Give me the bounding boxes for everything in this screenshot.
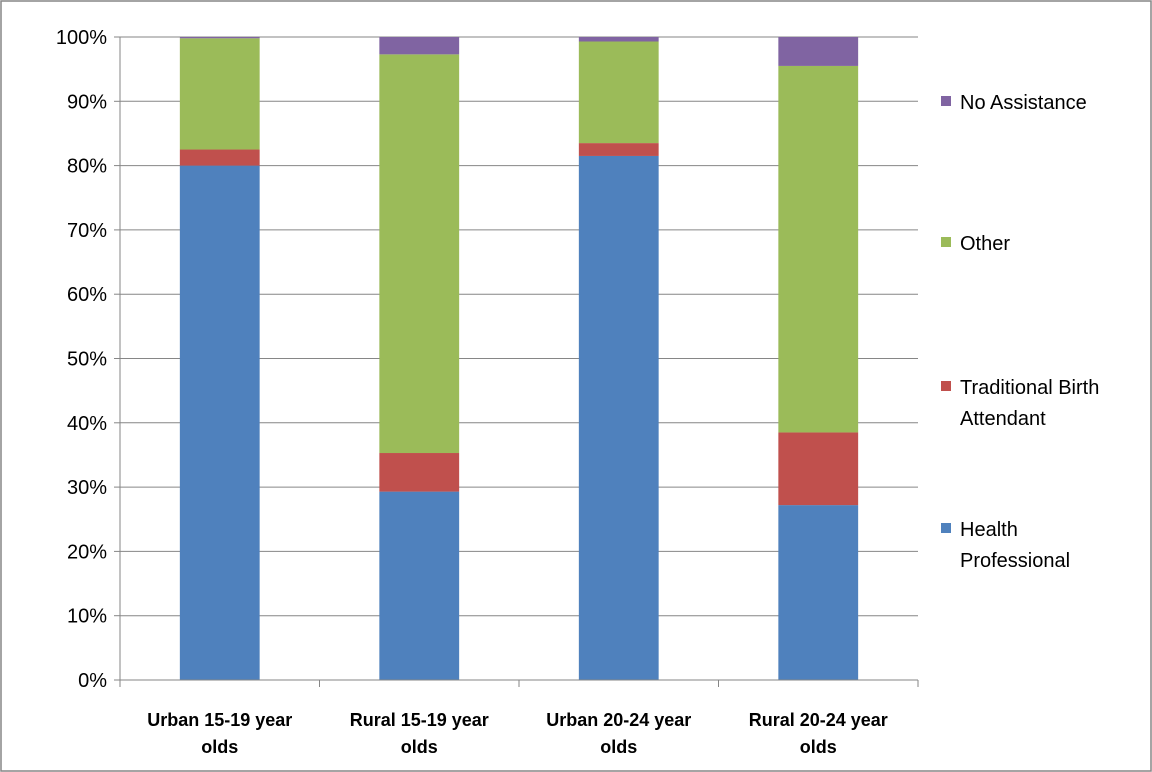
y-tick-label: 60% [67,284,107,306]
x-category-label: olds [800,737,837,757]
bar-segment [778,505,859,680]
y-tick-label: 70% [67,220,107,242]
axes [114,36,919,687]
legend-label: Attendant [960,408,1046,430]
legend-label: Health [960,519,1018,541]
bars [179,37,859,681]
y-tick-label: 90% [67,91,107,113]
bar-segment [578,155,659,680]
legend-swatch [941,523,951,533]
x-category-label: olds [201,737,238,757]
bar-segment [179,165,260,681]
legend-swatch [941,381,951,391]
x-category-label: Urban 20-24 year [546,710,691,730]
bar-segment [778,65,859,433]
legend-label: Traditional Birth [960,377,1099,399]
bar-segment [379,491,460,680]
x-category-label: Rural 20-24 year [749,710,888,730]
x-category-label: olds [401,737,438,757]
legend-swatch [941,96,951,106]
bar-segment [778,432,859,506]
bar-segment [578,143,659,156]
y-tick-label: 10% [67,606,107,628]
y-tick-label: 50% [67,349,107,371]
y-tick-label: 20% [67,541,107,563]
legend-label: No Assistance [960,92,1087,114]
x-axis-category-labels: Urban 15-19 year olds Rural 15-19 year olds… [147,710,888,757]
y-tick-label: 80% [67,156,107,178]
y-tick-label: 30% [67,477,107,499]
bar-segment [379,37,460,55]
legend-label: Professional [960,550,1070,572]
x-category-label: olds [600,737,637,757]
x-category-label: Urban 15-19 year [147,710,292,730]
bar-segment [179,149,260,166]
x-category-label: Rural 15-19 year [350,710,489,730]
legend: No Assistance Other Traditional Birth Atten… [941,92,1099,572]
bar-segment [179,37,260,39]
bar-segment [379,453,460,492]
legend-swatch [941,237,951,247]
bar-segment [179,38,260,150]
y-tick-label: 100% [56,27,107,49]
y-axis-tick-labels: 0% 10% 20% 30% 40% 50% 60% 70% 80% 90% 100% [56,27,107,692]
legend-label: Other [960,233,1010,255]
bar-segment [578,41,659,144]
bar-segment [778,37,859,66]
bar-segment [578,37,659,42]
bar-segment [379,54,460,454]
y-tick-label: 40% [67,413,107,435]
y-tick-label: 0% [78,670,107,692]
